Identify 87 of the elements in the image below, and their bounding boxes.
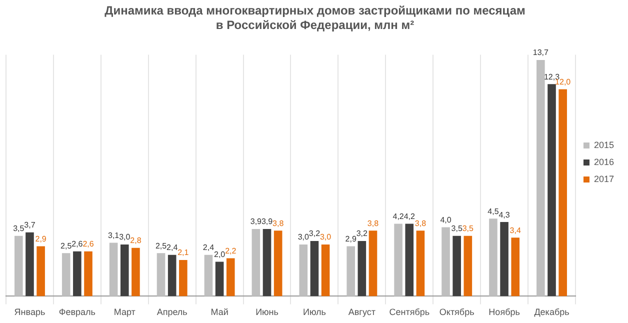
bar (226, 258, 235, 296)
data-label: 3,9 (250, 217, 262, 226)
data-label: 4,5 (488, 206, 500, 216)
x-tick-label: Май (210, 307, 228, 318)
bar (252, 228, 260, 296)
bar (452, 236, 461, 296)
data-label: 2,0 (214, 250, 226, 259)
data-label: 3,0 (320, 232, 332, 242)
bar (132, 248, 140, 296)
data-label: 2,4 (166, 243, 178, 252)
data-label: 3,8 (414, 218, 427, 228)
bar (464, 236, 472, 296)
data-label: 2,4 (202, 243, 215, 252)
data-label: 3,9 (261, 217, 274, 226)
x-tick-label: Январь (14, 307, 46, 318)
bar (262, 228, 272, 296)
x-tick-label: Март (114, 307, 136, 318)
data-label: 3,5 (451, 224, 463, 234)
bar (368, 230, 378, 296)
bar (168, 254, 176, 296)
data-label: 13,7 (532, 48, 550, 58)
bar (442, 227, 450, 296)
bar (14, 236, 23, 296)
data-label: 2,9 (35, 234, 47, 244)
data-label: 3,4 (510, 226, 522, 235)
data-label: 2,6 (72, 240, 84, 249)
bar (321, 244, 330, 296)
data-label: 4,3 (498, 210, 510, 220)
x-tick-label: Февраль (58, 307, 96, 318)
data-label: 2,5 (60, 241, 72, 250)
bar (310, 241, 319, 296)
data-label: 4,2 (404, 212, 416, 221)
data-label: 3,5 (462, 224, 474, 234)
bar (62, 253, 70, 296)
x-tick-label: Апрель (156, 307, 188, 318)
data-label: 3,0 (119, 232, 131, 242)
bar (394, 224, 402, 296)
x-tick-label: Август (348, 307, 376, 318)
data-label: 3,1 (108, 230, 120, 240)
bar (120, 244, 129, 296)
legend-label: 2016 (594, 156, 614, 167)
bar (204, 254, 213, 296)
bar (84, 251, 92, 296)
data-label: 12,3 (544, 72, 560, 82)
data-label: 3,5 (13, 224, 25, 234)
data-label: 2,1 (178, 248, 190, 258)
data-label: 2,8 (130, 236, 142, 246)
data-label: 4,0 (440, 215, 452, 224)
bar (358, 241, 366, 296)
chart-title: Динамика ввода многоквартирных домов застройщиками по месяцам в Российской Федерации, млн м² (104, 4, 526, 32)
data-label: 2,9 (345, 234, 357, 244)
x-tick-label: Июль (302, 307, 326, 318)
bar (558, 89, 567, 296)
bar (156, 253, 166, 296)
x-tick-label: Октябрь (439, 307, 475, 318)
data-label: 3,0 (298, 232, 310, 242)
x-tick-label: Июнь (256, 307, 279, 318)
legend-label: 2017 (594, 174, 614, 184)
data-label: 3,7 (24, 220, 36, 230)
bar (299, 244, 308, 296)
bar (511, 238, 520, 296)
bar (548, 84, 556, 296)
legend-label: 2015 (594, 140, 614, 150)
bar (346, 246, 356, 296)
bar (405, 224, 414, 296)
bar (179, 260, 188, 296)
data-label: 3,2 (356, 229, 368, 238)
x-tick-label: Ноябрь (488, 307, 520, 318)
data-label: 3,8 (367, 218, 380, 228)
x-tick-label: Декабрь (534, 307, 570, 318)
data-label: 2,6 (82, 240, 94, 249)
bar (536, 60, 545, 296)
data-label: 2,2 (225, 246, 237, 256)
bar (416, 230, 425, 296)
data-label: 3,2 (308, 229, 321, 238)
bar (500, 222, 508, 296)
bar (109, 242, 118, 296)
bar (215, 262, 224, 296)
bar (36, 246, 45, 296)
bar (26, 232, 34, 296)
bar (73, 251, 82, 296)
data-label: 4,2 (392, 212, 404, 221)
data-label: 3,8 (272, 218, 284, 228)
bar (274, 230, 282, 296)
bar (489, 218, 498, 296)
x-tick-label: Сентябрь (389, 307, 430, 318)
data-label: 2,5 (155, 241, 168, 250)
